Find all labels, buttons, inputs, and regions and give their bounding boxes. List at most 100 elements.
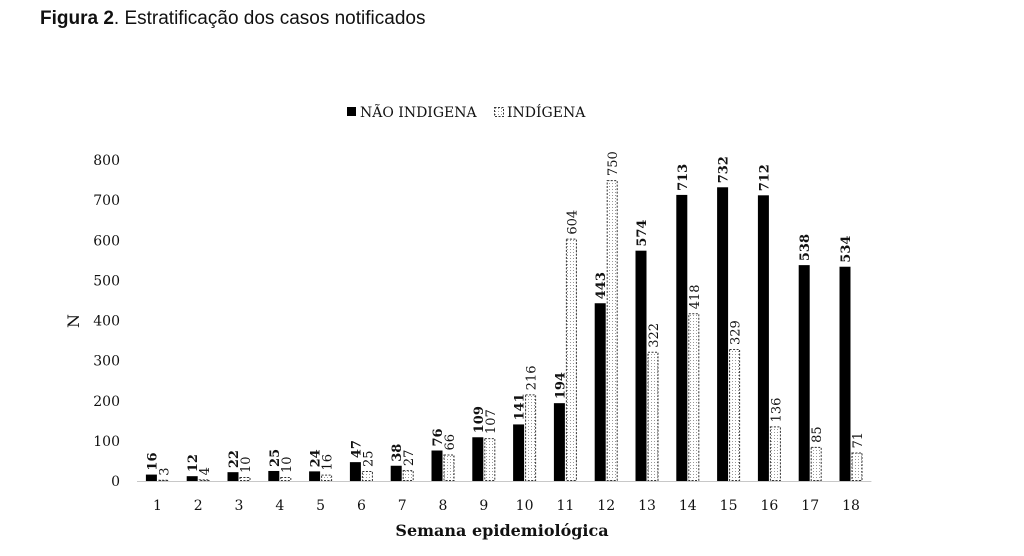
bar-nao-indigena [513,424,525,481]
bar-nao-indigena [186,476,198,481]
data-label-nao-indigena: 25 [268,449,283,467]
bar-indigena [321,474,333,481]
bar-indigena [851,452,863,482]
data-label-indigena: 136 [769,398,784,423]
data-label-nao-indigena: 713 [676,164,691,191]
data-label-indigena: 66 [443,434,458,451]
data-label-nao-indigena: 38 [390,444,405,462]
bar-indigena [443,454,455,481]
bar-indigena [810,446,822,481]
bar-indigena [565,238,577,481]
y-tick-label: 400 [93,314,120,330]
x-tick-label: 8 [439,498,448,514]
legend: NÃO INDIGENA INDÍGENA [347,103,586,121]
data-label-indigena: 10 [239,456,254,473]
x-tick-label: 13 [638,498,656,514]
legend-label-indigena: INDÍGENA [507,103,586,121]
x-tick-label: 14 [679,498,697,514]
bar-nao-indigena [635,250,647,481]
bar-indigena [280,476,292,481]
x-tick-label: 3 [235,498,244,514]
bar-indigena [361,470,373,481]
data-label-indigena: 16 [321,454,336,471]
x-tick-label: 12 [597,498,615,514]
x-tick-label: 5 [316,498,325,514]
data-label-nao-indigena: 712 [757,164,772,191]
data-label-nao-indigena: 22 [227,450,242,468]
data-label-indigena: 750 [606,151,621,176]
x-tick-label: 18 [842,498,860,514]
data-label-nao-indigena: 76 [431,428,446,446]
bar-indigena [198,479,210,481]
x-tick-label: 17 [801,498,819,514]
data-label-indigena: 3 [157,468,172,476]
data-label-indigena: 25 [361,450,376,467]
data-label-indigena: 216 [525,366,540,391]
data-label-indigena: 107 [484,409,499,434]
figure-caption: . Estratificação dos casos notificados [113,8,426,29]
y-tick-label: 600 [93,233,120,249]
data-label-nao-indigena: 141 [513,393,528,420]
bar-indigena [688,313,700,481]
data-label-nao-indigena: 194 [553,372,568,399]
y-tick-label: 200 [93,394,120,410]
data-label-nao-indigena: 24 [309,449,324,467]
bar-indigena [525,394,537,481]
x-tick-label: 1 [153,498,162,514]
x-tick-label: 16 [760,498,778,514]
y-tick-label: 800 [93,153,120,169]
figure-title: Figura 2. Estratificação dos casos notif… [40,8,425,30]
x-tick-label: 6 [357,498,366,514]
legend-label-nao-indigena: NÃO INDIGENA [360,103,477,121]
data-label-indigena: 418 [688,284,703,309]
bar-indigena [484,438,496,482]
bar-nao-indigena [227,472,239,481]
y-tick-label: 700 [93,193,120,209]
y-tick-label: 100 [93,434,120,450]
bar-nao-indigena [431,450,443,481]
data-label-indigena: 27 [402,450,417,467]
bar-nao-indigena [798,265,810,481]
bar-nao-indigena [757,195,769,481]
data-label-nao-indigena: 12 [186,454,201,472]
y-axis: 0 100 200 300 400 500 600 700 800 N [64,153,120,490]
bar-nao-indigena [145,474,157,481]
y-tick-label: 0 [111,474,120,490]
bar-nao-indigena [472,437,484,481]
bar-nao-indigena [717,187,729,481]
x-tick-label: 7 [398,498,407,514]
x-tick-label: 15 [720,498,738,514]
bar-nao-indigena [268,470,280,481]
x-tick-label: 10 [516,498,534,514]
bar-nao-indigena [309,471,321,481]
data-label-nao-indigena: 574 [635,220,650,247]
x-tick-label: 11 [556,498,574,514]
legend-swatch-nao-indigena [347,107,356,116]
bar-indigena [769,426,781,481]
data-label-nao-indigena: 534 [839,236,854,263]
bar-indigena [647,351,659,481]
bar-nao-indigena [839,266,851,481]
x-tick-label: 2 [194,498,203,514]
x-tick-label: 4 [275,498,284,514]
data-label-nao-indigena: 443 [594,272,609,299]
x-axis-label: Semana epidemiológica [395,521,608,540]
y-tick-label: 300 [93,354,120,370]
data-label-nao-indigena: 16 [145,452,160,470]
data-label-indigena: 4 [198,467,213,475]
bars [145,180,863,482]
bar-nao-indigena [553,403,565,481]
bar-nao-indigena [349,462,361,481]
data-label-nao-indigena: 538 [798,234,813,261]
figure-label: Figura 2 [40,8,114,29]
bar-indigena [729,348,741,481]
data-label-nao-indigena: 732 [717,156,732,183]
data-label-nao-indigena: 47 [349,440,364,458]
bar-indigena [402,470,414,482]
data-label-nao-indigena: 109 [472,406,487,433]
bar-indigena [239,476,251,481]
bar-nao-indigena [594,303,606,481]
